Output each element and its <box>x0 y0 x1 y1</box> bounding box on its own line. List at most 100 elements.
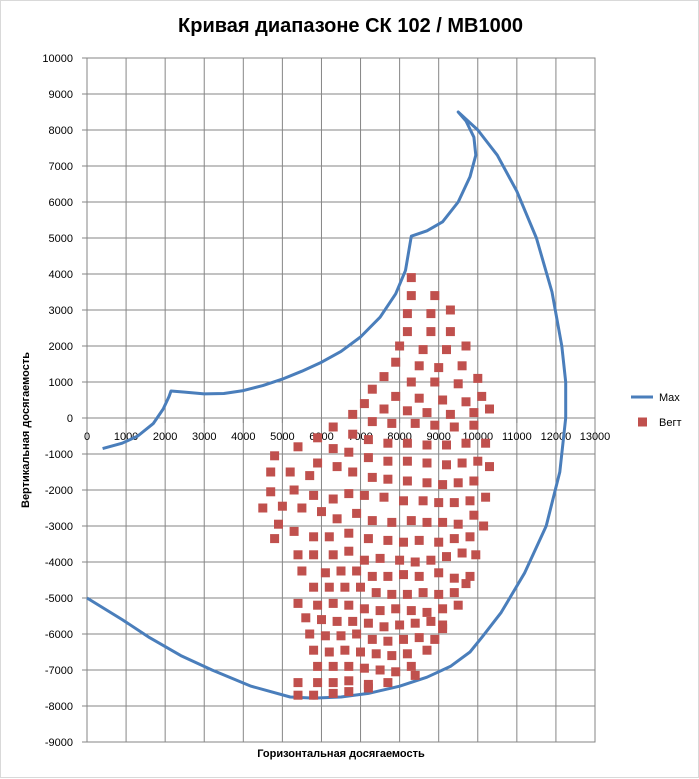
scatter-point <box>352 508 362 518</box>
y-tick-label: 0 <box>67 413 73 425</box>
scatter-point <box>328 422 338 432</box>
scatter-point <box>317 615 326 625</box>
scatter-point <box>344 546 354 556</box>
y-tick-label: -9000 <box>45 737 73 749</box>
scatter-point <box>449 422 459 432</box>
y-tick-label: 8000 <box>49 125 73 137</box>
scatter-point <box>289 526 299 536</box>
scatter-point <box>434 568 444 578</box>
scatter-point <box>270 534 280 544</box>
scatter-point <box>414 393 424 403</box>
x-tick-label: 3000 <box>192 431 216 443</box>
scatter-point <box>352 629 362 639</box>
y-tick-label: -6000 <box>45 629 73 641</box>
scatter-point <box>352 566 362 576</box>
scatter-point <box>461 438 471 448</box>
scatter-point <box>277 501 287 511</box>
scatter-point <box>473 373 483 383</box>
scatter-point <box>461 341 471 351</box>
scatter-point <box>442 460 451 470</box>
scatter-point <box>410 670 420 680</box>
scatter-point <box>422 645 432 655</box>
scatter-point <box>383 474 393 484</box>
y-tick-label: 2000 <box>49 341 73 353</box>
scatter-point <box>367 384 377 394</box>
scatter-point <box>367 516 377 526</box>
scatter-point <box>328 494 338 504</box>
x-tick-label: 12000 <box>541 431 572 443</box>
scatter-point <box>465 496 475 506</box>
scatter-point <box>434 537 444 547</box>
scatter-point <box>426 555 436 565</box>
scatter-point <box>465 532 475 542</box>
scatter-point <box>481 438 491 448</box>
scatter-point <box>406 661 416 671</box>
scatter-point <box>410 557 420 567</box>
scatter-point <box>371 649 381 659</box>
scatter-point <box>344 528 354 538</box>
plot-border <box>86 57 596 743</box>
scatter-point <box>426 616 436 626</box>
scatter-point <box>356 647 365 657</box>
legend-swatch-vegt <box>638 417 647 427</box>
scatter-point <box>309 690 319 700</box>
scatter-point <box>430 420 440 430</box>
scatter-point <box>367 634 377 644</box>
scatter-point <box>399 570 408 580</box>
scatter-point <box>383 678 393 688</box>
scatter-point <box>363 453 373 463</box>
scatter-point <box>477 391 487 401</box>
series <box>86 110 568 700</box>
scatter-point <box>438 517 448 527</box>
scatter-point <box>387 418 397 428</box>
scatter-point <box>469 408 479 418</box>
y-tick-label: -5000 <box>45 593 73 605</box>
scatter-point <box>313 458 323 468</box>
scatter-point <box>344 676 354 686</box>
scatter-point <box>375 665 385 675</box>
x-tick-label: 5000 <box>270 431 294 443</box>
scatter-point <box>344 687 354 697</box>
scatter-point <box>309 532 319 542</box>
scatter-point <box>410 618 420 628</box>
y-tick-label: 5000 <box>49 233 73 245</box>
scatter-point <box>402 309 412 319</box>
series-line-max <box>86 110 568 700</box>
scatter-point <box>422 478 432 488</box>
scatter-point <box>438 624 448 634</box>
y-tick-label: -4000 <box>45 557 73 569</box>
scatter-point <box>258 503 268 513</box>
x-tick-label: 4000 <box>231 431 255 443</box>
scatter-point <box>359 555 369 565</box>
scatter-point <box>285 467 295 477</box>
scatter-point <box>402 476 412 486</box>
scatter-point <box>418 588 428 598</box>
scatter-point <box>391 667 401 677</box>
scatter-point <box>336 631 346 641</box>
scatter-point <box>387 589 397 599</box>
scatter-point <box>457 458 467 468</box>
y-tick-label: -8000 <box>45 701 73 713</box>
scatter-point <box>422 517 432 527</box>
scatter-point <box>438 604 448 614</box>
scatter-point <box>266 467 276 477</box>
scatter-point <box>348 429 358 439</box>
scatter-point <box>328 678 338 688</box>
scatter-point <box>422 440 432 450</box>
scatter-point <box>391 391 401 401</box>
scatter-point <box>328 598 338 608</box>
scatter-point <box>395 620 405 630</box>
scatter-point <box>402 327 412 337</box>
scatter-point <box>445 305 455 315</box>
scatter-point <box>410 418 420 428</box>
legend: Max Вегт <box>631 392 682 429</box>
legend-label-vegt: Вегт <box>659 417 682 429</box>
scatter-point <box>348 409 358 419</box>
scatter-point <box>324 647 334 657</box>
scatter-point <box>434 363 444 373</box>
scatter-point <box>399 634 408 644</box>
scatter-point <box>387 517 397 527</box>
scatter-point <box>434 498 444 508</box>
scatter-point <box>320 568 330 578</box>
